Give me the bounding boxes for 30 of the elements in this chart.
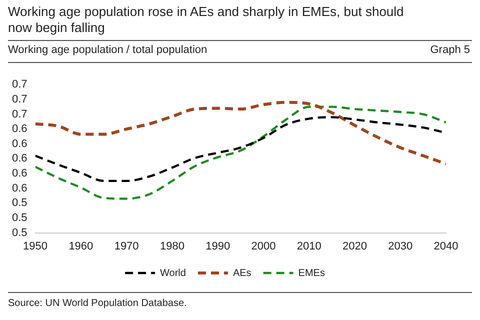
chart-subtitle: Working age population / total population — [8, 44, 208, 56]
x-tick-label: 1970 — [114, 240, 139, 252]
caption: Graph 5 — [430, 44, 470, 56]
y-tick-label: 0.5 — [12, 212, 28, 224]
y-tick-label: 0.7 — [12, 78, 28, 91]
x-tick-label: 1950 — [23, 240, 48, 252]
source-note: Source: UN World Population Database. — [8, 298, 187, 309]
x-tick-label: 2020 — [342, 240, 367, 252]
x-tick-label: 1990 — [206, 240, 230, 252]
line-series — [35, 106, 446, 200]
y-tick-label: 0.6 — [12, 182, 28, 194]
x-tick-label: 2010 — [296, 240, 322, 252]
x-tick-label: 1980 — [160, 240, 184, 252]
y-tick-label: 0.5 — [12, 226, 28, 239]
x-tick-label: 2000 — [251, 240, 276, 252]
y-tick-label: 0.6 — [12, 168, 28, 180]
y-tick-label: 0.7 — [12, 93, 28, 106]
y-tick-label: 0.5 — [12, 197, 28, 210]
y-tick-label: 0.7 — [12, 108, 28, 120]
y-tick-label: 0.6 — [12, 138, 28, 150]
line-series — [35, 100, 446, 166]
chart-title: Working age population rose in AEs and sharply in EMEs, but should now begin falling — [8, 4, 405, 36]
y-tick-label: 0.6 — [12, 123, 28, 136]
x-tick-label: 2040 — [434, 240, 458, 252]
legend-label: World — [160, 268, 186, 279]
x-tick-label: 1960 — [68, 240, 94, 252]
legend-label: EMEs — [298, 268, 325, 279]
x-tick-label: 2030 — [388, 240, 413, 252]
y-tick-label: 0.6 — [12, 152, 28, 165]
legend-label: AEs — [232, 268, 252, 279]
